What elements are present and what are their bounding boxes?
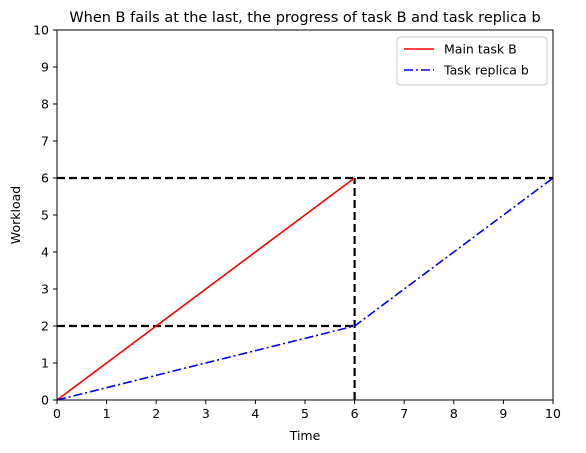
x-tick-label: 2 [152,406,160,421]
x-tick-label: 0 [53,406,61,421]
legend-label-0: Main task B [444,42,517,57]
series-line-0 [56,177,356,401]
x-tick-label: 6 [351,406,359,421]
y-tick-label: 6 [41,171,49,186]
x-tick-label: 3 [202,406,210,421]
x-tick-label: 10 [545,406,561,421]
series-line-1 [56,177,554,401]
legend-box [396,36,548,86]
x-tick-label: 9 [499,406,507,421]
plot-area: 0 1 2 3 4 5 6 7 8 9 10 0 1 2 3 4 5 6 7 8 9 10 [33,23,561,422]
legend: Main task B Task replica b [396,36,548,86]
x-tick-label: 8 [450,406,458,421]
y-tick-label: 1 [41,356,49,371]
y-tick-label: 9 [41,60,49,75]
y-tick-label: 2 [41,319,49,334]
y-tick-label: 7 [41,134,49,149]
y-tick-label: 8 [41,97,49,112]
y-tick-label: 4 [41,245,49,260]
y-tick-label: 3 [41,282,49,297]
legend-label-1: Task replica b [443,63,529,78]
x-tick-label: 7 [400,406,408,421]
x-axis-label: Time [289,428,321,443]
chart-title: When B fails at the last, the progress o… [69,10,540,26]
x-tick-label: 1 [103,406,111,421]
x-tick-label: 5 [301,406,309,421]
x-tick-label: 4 [251,406,259,421]
y-tick-label: 5 [41,208,49,223]
y-tick-label: 10 [33,23,49,38]
y-axis-label: Workload [8,186,23,244]
y-tick-label: 0 [41,393,49,408]
